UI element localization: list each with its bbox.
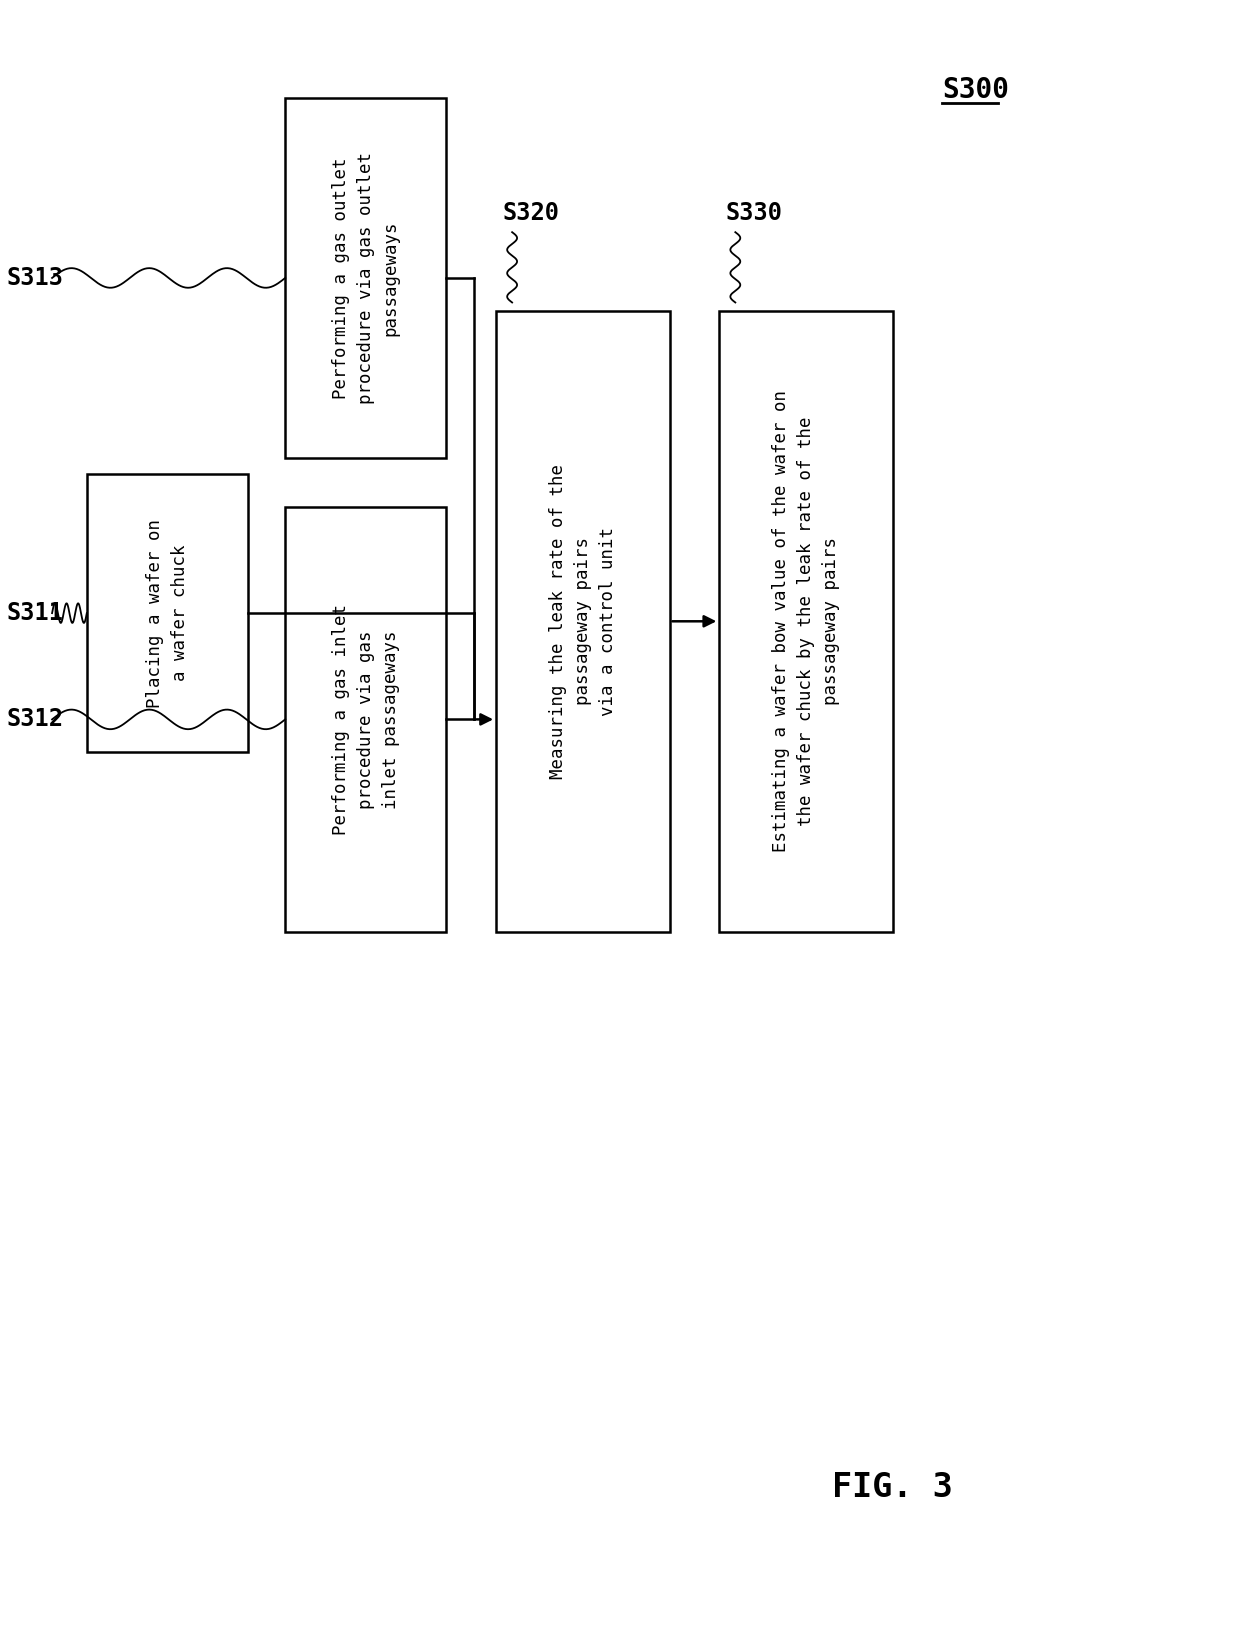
Bar bbox=[496, 311, 670, 932]
Text: S330: S330 bbox=[725, 201, 782, 224]
Text: S311: S311 bbox=[6, 602, 63, 625]
Bar bbox=[719, 311, 893, 932]
Bar bbox=[285, 98, 446, 458]
Text: S300: S300 bbox=[942, 75, 1009, 105]
Text: FIG. 3: FIG. 3 bbox=[832, 1472, 954, 1504]
Text: Estimating a wafer bow value of the wafer on
the wafer chuck by the leak rate of: Estimating a wafer bow value of the wafe… bbox=[773, 391, 839, 852]
Bar bbox=[285, 507, 446, 932]
Text: S312: S312 bbox=[6, 708, 63, 731]
Text: Performing a gas inlet
procedure via gas
inlet passageways: Performing a gas inlet procedure via gas… bbox=[332, 603, 399, 835]
Text: Placing a wafer on
a wafer chuck: Placing a wafer on a wafer chuck bbox=[146, 518, 188, 708]
Text: Measuring the leak rate of the
passageway pairs
via a control unit: Measuring the leak rate of the passagewa… bbox=[549, 464, 616, 778]
Text: Performing a gas outlet
procedure via gas outlet
passageways: Performing a gas outlet procedure via ga… bbox=[332, 152, 399, 404]
Bar bbox=[87, 474, 248, 752]
Text: S320: S320 bbox=[502, 201, 559, 224]
Text: S313: S313 bbox=[6, 267, 63, 289]
